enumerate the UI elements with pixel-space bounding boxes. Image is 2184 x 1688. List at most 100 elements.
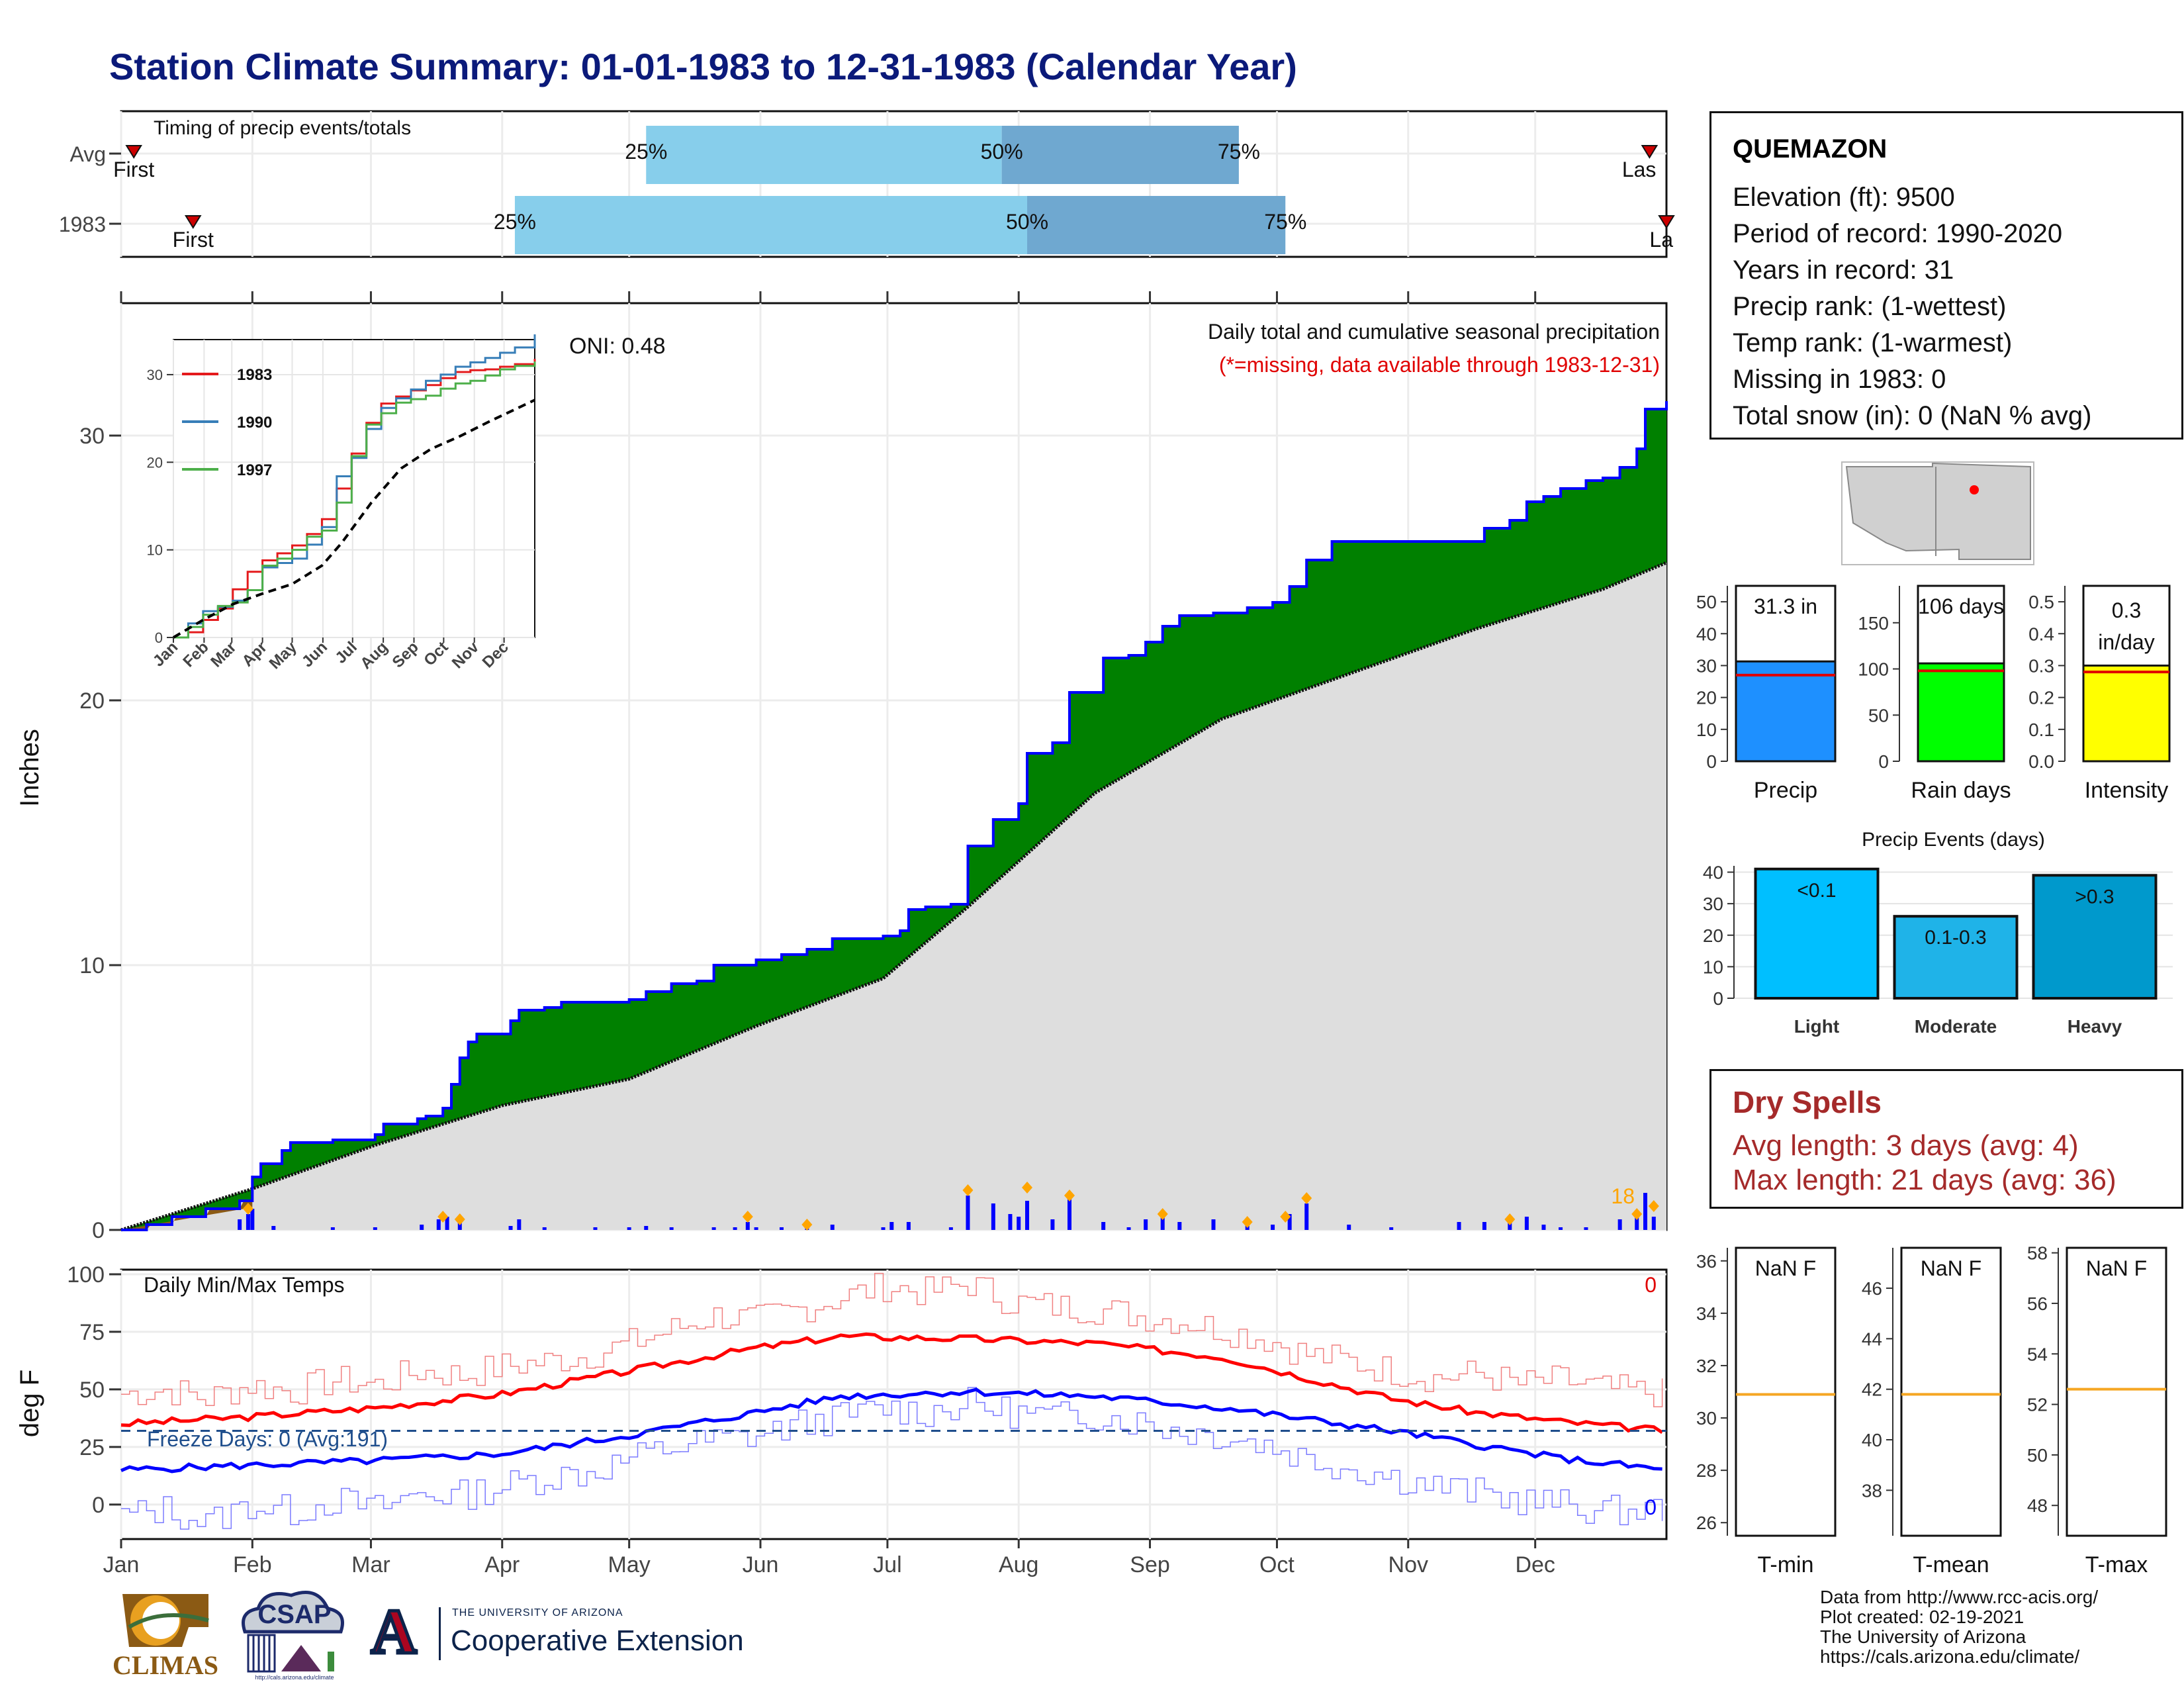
daily-precip-bar	[250, 1209, 255, 1230]
daily-precip-bar	[457, 1222, 462, 1230]
x-axis-tick-label: Feb	[233, 1552, 272, 1577]
events-y-tick-label: 0	[1713, 988, 1723, 1009]
event-marker	[1064, 1190, 1075, 1201]
temps-y-tick-label: 50	[79, 1378, 105, 1403]
event-marker	[437, 1211, 449, 1223]
station-years: Years in record: 31	[1733, 256, 1954, 285]
intensity-chart-bar	[2082, 664, 2171, 763]
timing-first-marker	[125, 145, 142, 159]
temps-y-tick-label: 25	[79, 1435, 105, 1460]
tmin-chart-y-tick-label: 30	[1696, 1408, 1717, 1429]
above-normal-area	[121, 401, 1666, 1230]
temps-y-tick-label: 75	[79, 1320, 105, 1345]
tmax-chart-value-label: NaN F	[2086, 1256, 2147, 1280]
temps-chart-title: Daily Min/Max Temps	[144, 1273, 344, 1297]
timing-first-marker	[184, 215, 202, 229]
csap-logo-url: http://cals.arizona.edu/climate	[255, 1674, 334, 1681]
event-marker	[801, 1219, 813, 1231]
dry-spells-title: Dry Spells	[1733, 1085, 1882, 1119]
climas-logo-text: CLIMAS	[112, 1650, 219, 1680]
csap-logo: CSAP http://cals.arizona.edu/climate	[232, 1585, 351, 1685]
daily-precip-bar	[711, 1227, 716, 1230]
daily-precip-bar	[627, 1227, 631, 1230]
precip-total-chart-y-tick-label: 50	[1696, 592, 1717, 612]
tmin-chart-frame	[1735, 1246, 1837, 1537]
daily-precip-bar	[1211, 1219, 1216, 1230]
daily-precip-bar	[669, 1227, 674, 1230]
inset-y-tick-label: 30	[147, 367, 163, 383]
precip-total-chart-bar	[1735, 660, 1837, 763]
inset-legend-label: 1990	[237, 414, 272, 432]
daily-precip-bar	[330, 1227, 335, 1230]
avg-min-line	[120, 1387, 1662, 1474]
tmax-chart-y-tick-label: 56	[2027, 1293, 2048, 1314]
rain-days-chart: 0 50 100 150 106 days Rain days	[1858, 585, 2011, 803]
daily-precip-bar	[373, 1227, 377, 1230]
ua-divider	[439, 1607, 441, 1660]
events-y-tick-label: 30	[1703, 894, 1723, 914]
precip-events-chart: 0 10 20 30 40 Precip Events (days) <0.1 Light 0.…	[1703, 829, 2173, 1037]
tmean-chart-y-tick-label: 44	[1862, 1329, 1882, 1349]
tmax-chart-y-tick-label: 54	[2027, 1344, 2048, 1364]
tmean-chart-value-label: NaN F	[1921, 1256, 1981, 1280]
locator-map	[1841, 461, 2034, 565]
events-category-label: Moderate	[1915, 1016, 1997, 1037]
precip-total-chart-value-label: 31.3 in	[1754, 594, 1817, 618]
daily-precip-bar	[1144, 1219, 1148, 1230]
timing-first-label: First	[173, 228, 214, 252]
timing-q25-label: 25%	[494, 210, 536, 234]
intensity-chart-y-tick-label: 0.3	[2028, 655, 2054, 676]
normal-cumulative-line	[120, 561, 1667, 1232]
inset-y-tick-label: 0	[155, 630, 163, 646]
precip-chart-title: Daily total and cumulative seasonal prec…	[1208, 320, 1660, 344]
precip-y-tick-label: 20	[79, 688, 105, 714]
tmean-chart-y-tick-label: 38	[1862, 1480, 1882, 1501]
credit-url: https://cals.arizona.edu/climate/	[1820, 1646, 2080, 1667]
rain-days-chart-y-tick-label: 50	[1868, 705, 1889, 726]
x-axis-tick-label: Mar	[351, 1552, 390, 1577]
inset-y-tick-label: 10	[147, 542, 163, 559]
station-snow: Total snow (in): 0 (NaN % avg)	[1733, 401, 2092, 430]
timing-last-marker	[1641, 145, 1659, 159]
timing-first-label: First	[113, 158, 154, 181]
timing-bar-q25-q50	[514, 196, 1028, 254]
timing-chart: Timing of precip events/totals Avg First 25…	[59, 110, 1675, 258]
events-y-tick-label: 20	[1703, 925, 1723, 946]
dry-spells-avg: Avg length: 3 days (avg: 4)	[1733, 1129, 2079, 1162]
tmean-chart-y-tick-label: 40	[1862, 1430, 1882, 1450]
tmin-chart: 26 28 30 32 34 36 NaN F T-min	[1696, 1246, 1837, 1577]
station-elevation: Elevation (ft): 9500	[1733, 183, 1955, 212]
tmin-chart-y-tick-label: 36	[1696, 1251, 1717, 1272]
event-marker	[1280, 1211, 1291, 1223]
event-marker	[962, 1184, 974, 1196]
daily-precip-bar	[517, 1219, 522, 1230]
events-category-label: Light	[1794, 1016, 1839, 1037]
intensity-chart: 0.0 0.1 0.2 0.3 0.4 0.5 0.3 in/day Intensity	[2028, 585, 2171, 803]
intensity-chart-y-tick-label: 0.0	[2028, 751, 2054, 772]
x-axis-tick-label: Jun	[743, 1552, 779, 1577]
temps-y-tick-label: 100	[67, 1262, 105, 1288]
credit-plot-created: Plot created: 02-19-2021	[1820, 1607, 2025, 1627]
daily-precip-bar	[1559, 1227, 1563, 1230]
event-marker	[454, 1213, 465, 1225]
inset-series-normal	[172, 399, 535, 639]
station-info-panel: QUEMAZON Elevation (ft): 9500 Period of …	[1709, 111, 2183, 440]
event-marker	[1022, 1182, 1033, 1194]
daily-precip-bar	[508, 1226, 513, 1230]
timing-title: Timing of precip events/totals	[154, 117, 411, 139]
event-marker	[1504, 1213, 1516, 1225]
daily-precip-bar	[830, 1225, 835, 1230]
daily-precip-bar	[542, 1227, 547, 1230]
precip-total-chart-y-tick-label: 0	[1706, 751, 1717, 772]
tmax-chart: 48 50 52 54 56 58 NaN F T-max	[2027, 1243, 2167, 1577]
freeze-days-label: Freeze Days: 0 (Avg:191)	[147, 1427, 388, 1451]
rain-days-chart-category-label: Rain days	[1911, 778, 2011, 803]
intensity-chart-y-tick-label: 0.4	[2028, 624, 2054, 644]
inset-frame	[173, 339, 535, 638]
daily-precip-bar	[1126, 1227, 1131, 1230]
precip-total-chart-y-tick-label: 10	[1696, 720, 1717, 740]
timing-bar-q50-q75	[1001, 126, 1239, 184]
tmin-chart-y-tick-label: 34	[1696, 1303, 1717, 1324]
csap-logo-text: CSAP	[257, 1600, 332, 1629]
